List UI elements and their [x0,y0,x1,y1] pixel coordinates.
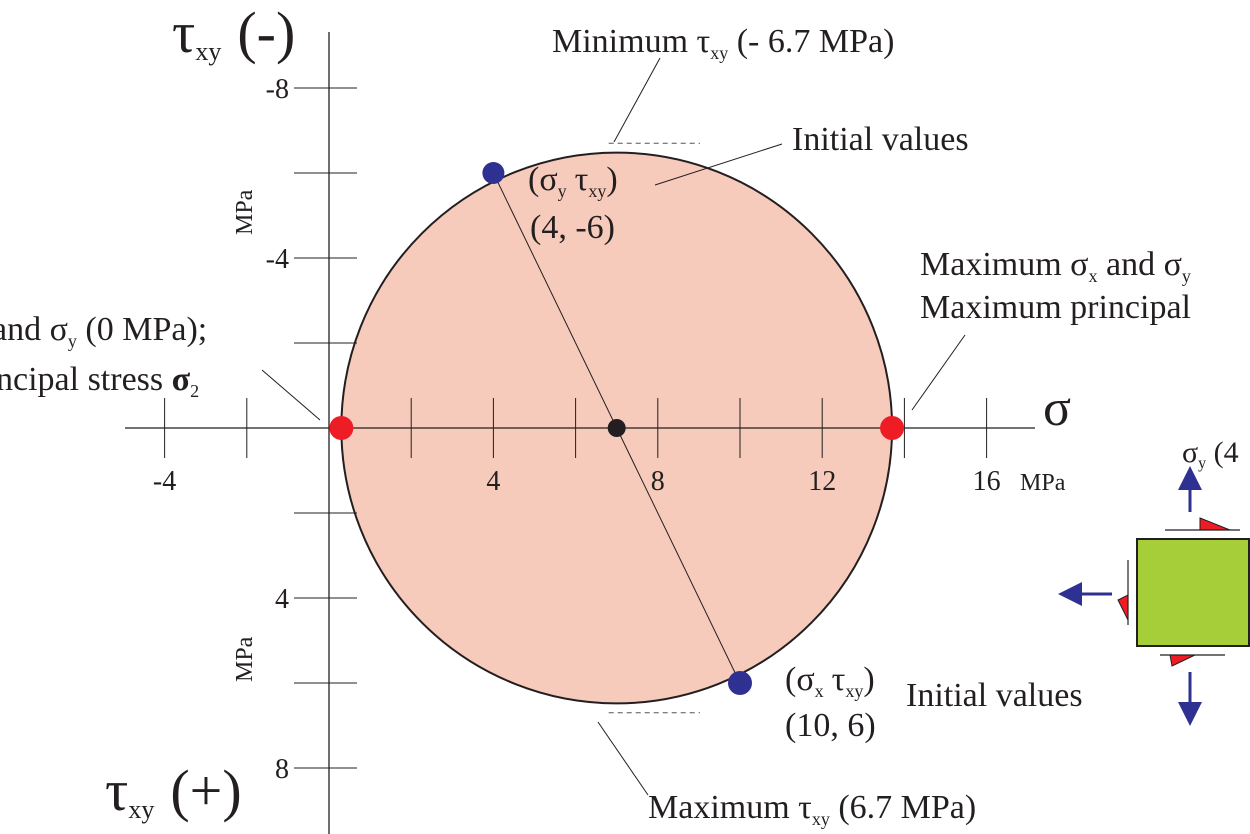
tau-unit-label-lower: MPa [232,636,258,682]
initial-values-top-leader [654,143,783,186]
sigma-tick-label: 12 [808,466,836,497]
sigma-x-point-coords: (10, 6) [785,707,876,744]
sigma-tick-label: 4 [486,466,500,497]
tau-tick-label: -4 [266,244,289,275]
sigma-x-point-label: (σx τxy) [785,661,875,701]
tau-tick-marks [294,87,357,769]
stress-element-square [1136,538,1250,647]
max-principal-annotation-line2: Maximum principal [920,289,1191,326]
max-tau-leader [597,721,649,796]
min-tau-leader [613,57,661,143]
stress-element: σy (4 [1058,436,1250,726]
initial-values-bottom-label: Initial values [906,677,1083,714]
sigma-tick-label: 8 [651,466,665,497]
sigma-y-point-coords: (4, -6) [530,209,615,246]
min-principal-leader [261,369,321,421]
min-principal-stress-point [329,416,354,440]
circle-center-point [607,419,626,437]
sigma-axis-title: σ [1043,380,1071,437]
sigma-y-point-label: (σy τxy) [528,161,618,201]
min-principal-annotation-line1: and σy (0 MPa); [0,311,207,351]
initial-values-top-label: Initial values [792,121,969,158]
min-tau-annotation: Minimum τxy (- 6.7 MPa) [552,23,894,63]
element-sigma-y-label: σy (4 [1182,436,1239,472]
max-principal-leader [911,334,966,411]
sigma-tick-labels: -4 4 8 12 16 [153,466,1001,497]
shear-triangle-bottom [1169,654,1196,667]
shear-triangle-left [1117,594,1129,621]
sigma-tick-label: -4 [153,466,176,497]
min-principal-annotation-line2: ncipal stress σ2 [0,361,199,401]
shear-triangle-top [1199,517,1231,531]
tau-unit-label-upper: MPa [232,189,258,235]
tau-tick-label: 8 [275,754,289,785]
sigma-unit-label: MPa [1020,470,1066,496]
sigma-y-point [482,162,505,184]
sigma-tick-label: 16 [973,466,1001,497]
tau-tick-label: -8 [266,74,289,105]
tau-axis-title-top: τxy (-) [172,0,295,66]
sigma-x-point [728,671,752,695]
sigma-tick-marks [164,398,988,458]
tau-axis-title-bottom: τxy (+) [105,758,242,824]
max-tau-annotation: Maximum τxy (6.7 MPa) [648,789,976,829]
max-principal-annotation-line1: Maximum σx and σy [920,246,1191,286]
tau-tick-label: 4 [275,584,289,615]
max-principal-stress-point [880,416,905,440]
tau-tick-labels: -8 -4 4 8 [266,74,289,785]
